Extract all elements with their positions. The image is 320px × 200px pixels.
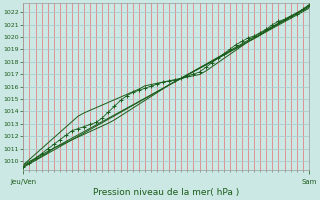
X-axis label: Pression niveau de la mer( hPa ): Pression niveau de la mer( hPa )	[93, 188, 239, 197]
